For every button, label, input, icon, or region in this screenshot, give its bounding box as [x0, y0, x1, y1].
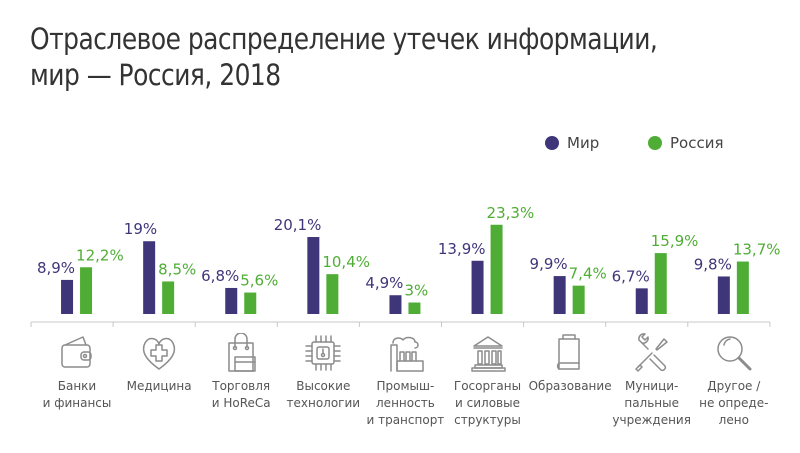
- value-label-russia: 3%: [404, 282, 428, 300]
- category-label: Промыш- ленность и транспорт: [366, 379, 445, 427]
- value-label-russia: 23,3%: [487, 204, 535, 222]
- bar-world: [471, 260, 484, 314]
- shopping-bag-icon: [221, 332, 261, 373]
- bar-world: [61, 279, 74, 314]
- value-label-russia: 13,7%: [733, 241, 781, 259]
- legend-dot-world: [545, 136, 559, 150]
- bar-world: [717, 276, 730, 314]
- legend-item-russia: Россия: [648, 134, 724, 152]
- bar-world: [307, 237, 320, 314]
- wallet-icon: [57, 333, 97, 373]
- magnifier-icon: [714, 333, 754, 373]
- legend-dot-russia: [648, 136, 662, 150]
- category-label: Торговля и HoReCa: [211, 379, 271, 410]
- bar-russia: [490, 224, 503, 314]
- chip-icon: [303, 333, 343, 373]
- legend-item-world: Мир: [545, 134, 599, 152]
- value-label-world: 19%: [124, 220, 157, 238]
- value-label-russia: 7,4%: [569, 265, 607, 283]
- value-label-world: 6,8%: [201, 267, 239, 285]
- bar-world: [225, 287, 238, 314]
- bar-world: [143, 241, 156, 314]
- chart-title-line-2: мир — Россия, 2018: [30, 58, 281, 92]
- bar-russia: [572, 285, 585, 314]
- bar-world: [389, 295, 402, 314]
- category-label: Высокие технологии: [286, 379, 361, 410]
- bar-russia: [654, 253, 667, 314]
- factory-icon: [385, 333, 425, 373]
- value-label-russia: 5,6%: [240, 272, 278, 290]
- category-label: Муници- пальные учреждения: [612, 379, 691, 427]
- value-label-world: 9,9%: [530, 255, 568, 273]
- value-label-russia: 12,2%: [76, 246, 124, 264]
- value-label-russia: 15,9%: [651, 232, 699, 250]
- category-label: Медицина: [126, 379, 192, 393]
- bar-russia: [326, 274, 339, 314]
- value-label-russia: 8,5%: [158, 260, 196, 278]
- category-label: Образование: [528, 379, 612, 393]
- value-label-world: 9,8%: [694, 255, 732, 273]
- legend-label-world: Мир: [567, 134, 600, 152]
- value-label-world: 6,7%: [612, 267, 650, 285]
- value-label-world: 13,9%: [438, 240, 486, 258]
- x-axis: [30, 321, 771, 327]
- bars: [61, 224, 749, 314]
- category-label: Госорганы и силовые структуры: [453, 379, 522, 427]
- government-building-icon: [468, 333, 508, 373]
- value-label-world: 4,9%: [365, 274, 403, 292]
- value-label-world: 20,1%: [274, 216, 322, 234]
- value-label-world: 8,9%: [37, 259, 75, 277]
- tools-icon: [632, 333, 672, 373]
- bar-russia: [408, 302, 421, 314]
- bar-world: [635, 288, 648, 314]
- value-label-russia: 10,4%: [322, 253, 370, 271]
- bar-russia: [80, 267, 93, 314]
- bar-russia: [736, 261, 749, 314]
- bar-russia: [162, 281, 175, 314]
- chart-title: Отраслевое распределение утечек информац…: [30, 22, 658, 94]
- book-icon: [550, 333, 590, 373]
- category-label: Другое / не опреде- лено: [699, 379, 769, 427]
- bar-world: [553, 276, 566, 314]
- value-labels: 8,9% 19% 6,8% 20,1% 4,9% 13,9% 9,9% 6,7% 9,8% 12,…: [37, 204, 781, 300]
- bar-russia: [244, 292, 257, 314]
- category-label: Банки и финансы: [42, 379, 112, 410]
- legend-label-russia: Россия: [670, 134, 724, 152]
- heart-cross-icon: [139, 333, 179, 373]
- chart-title-line-1: Отраслевое распределение утечек информац…: [30, 22, 658, 56]
